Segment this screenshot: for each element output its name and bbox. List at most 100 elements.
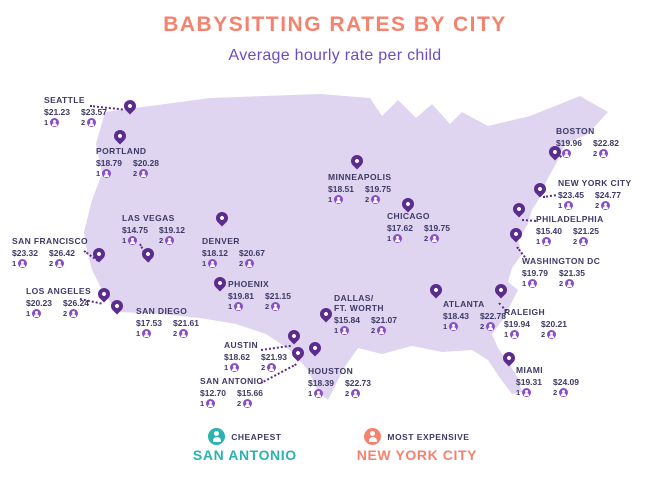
rate-two-children: $19.75 2 <box>424 223 450 243</box>
price-one-child: $18.12 <box>202 248 228 258</box>
child-icon <box>510 330 520 339</box>
rate-two-children: $15.66 2 <box>237 388 263 408</box>
legend: CHEAPEST SAN ANTONIO MOST EXPENSIVE NEW … <box>0 428 670 463</box>
count-row: 2 <box>49 259 75 268</box>
child-count: 1 <box>228 302 233 311</box>
count-row: 2 <box>480 322 506 331</box>
city-new-york-city: NEW YORK CITY $23.45 1 $24.77 2 <box>558 178 632 210</box>
city-name: CHICAGO <box>387 211 430 221</box>
count-row: 1 <box>136 329 162 338</box>
count-row: 1 <box>228 302 254 311</box>
child-icon <box>179 329 189 338</box>
count-row: 2 <box>573 237 599 246</box>
map-pin-icon <box>399 195 417 213</box>
rate-two-children: $20.21 2 <box>541 319 567 339</box>
price-two-children: $20.21 <box>541 319 567 329</box>
price-one-child: $18.51 <box>328 184 354 194</box>
city-dallas-ft-worth: DALLAS/ FT. WORTH $15.84 1 $21.07 2 <box>334 293 397 335</box>
price-one-child: $23.32 <box>12 248 38 258</box>
rate-one-child: $15.40 1 <box>536 226 562 246</box>
child-icon <box>565 279 575 288</box>
price-two-children: $22.73 <box>345 378 371 388</box>
city-name: RALEIGH <box>504 307 546 317</box>
rate-one-child: $17.53 1 <box>136 318 162 338</box>
city-rates: $14.75 1 $19.12 2 <box>122 225 185 245</box>
child-icon <box>245 259 255 268</box>
price-one-child: $20.23 <box>26 298 52 308</box>
rate-one-child: $19.96 1 <box>556 138 582 158</box>
legend-most-expensive-row: MOST EXPENSIVE <box>364 428 469 445</box>
rate-two-children: $21.15 2 <box>265 291 291 311</box>
city-atlanta: ATLANTA $18.43 1 $22.78 2 <box>443 299 506 331</box>
child-icon <box>142 329 152 338</box>
child-icon <box>208 259 218 268</box>
rate-two-children: $23.57 2 <box>81 107 107 127</box>
child-icon <box>547 330 557 339</box>
price-two-children: $24.77 <box>595 190 621 200</box>
count-row: 2 <box>159 236 185 245</box>
baby-icon-coral <box>364 428 382 445</box>
city-rates: $15.84 1 $21.07 2 <box>334 315 397 335</box>
price-two-children: $24.09 <box>553 377 579 387</box>
city-houston: HOUSTON $18.39 1 $22.73 2 <box>308 366 371 398</box>
price-two-children: $21.25 <box>573 226 599 236</box>
city-rates: $19.81 1 $21.15 2 <box>228 291 291 311</box>
child-count: 1 <box>536 237 541 246</box>
legend-cheapest-label: CHEAPEST <box>231 431 282 442</box>
child-icon <box>18 259 28 268</box>
price-two-children: $22.82 <box>593 138 619 148</box>
child-icon <box>334 195 344 204</box>
price-two-children: $26.24 <box>63 298 89 308</box>
count-row: 1 <box>328 195 354 204</box>
child-count: 1 <box>522 279 527 288</box>
map-pin-icon <box>348 152 366 170</box>
children-count: 2 <box>553 388 558 397</box>
rate-two-children: $21.35 2 <box>559 268 585 288</box>
city-name: LAS VEGAS <box>122 213 175 223</box>
rate-two-children: $19.12 2 <box>159 225 185 245</box>
child-count: 1 <box>96 169 101 178</box>
price-two-children: $26.42 <box>49 248 75 258</box>
map-pin-icon <box>510 200 528 218</box>
child-count: 1 <box>504 330 509 339</box>
rate-two-children: $21.93 2 <box>261 352 287 372</box>
child-icon <box>579 237 589 246</box>
rate-two-children: $21.25 2 <box>573 226 599 246</box>
children-count: 2 <box>480 322 485 331</box>
price-two-children: $20.67 <box>239 248 265 258</box>
children-count: 2 <box>559 279 564 288</box>
legend-cheapest: CHEAPEST SAN ANTONIO <box>193 428 297 463</box>
children-count: 2 <box>424 234 429 243</box>
connector-line <box>521 219 537 222</box>
price-one-child: $15.84 <box>334 315 360 325</box>
rate-two-children: $26.24 2 <box>63 298 89 318</box>
price-one-child: $18.43 <box>443 311 469 321</box>
children-count: 2 <box>265 302 270 311</box>
map-pin-icon <box>90 245 108 263</box>
price-one-child: $23.45 <box>558 190 584 200</box>
city-rates: $17.53 1 $21.61 2 <box>136 318 199 338</box>
children-count: 2 <box>159 236 164 245</box>
children-count: 2 <box>237 399 242 408</box>
price-one-child: $17.53 <box>136 318 162 328</box>
count-row: 1 <box>44 118 70 127</box>
city-san-francisco: SAN FRANCISCO $23.32 1 $26.42 2 <box>12 236 88 268</box>
rate-one-child: $19.31 1 <box>516 377 542 397</box>
rate-one-child: $18.12 1 <box>202 248 228 268</box>
city-name: PORTLAND <box>96 146 147 156</box>
count-row: 2 <box>424 234 450 243</box>
city-rates: $19.94 1 $20.21 2 <box>504 319 567 339</box>
rate-one-child: $23.45 1 <box>558 190 584 210</box>
child-icon <box>267 363 277 372</box>
child-icon <box>486 322 496 331</box>
children-count: 2 <box>573 237 578 246</box>
city-name: BOSTON <box>556 126 595 136</box>
map-pin-icon <box>285 327 303 345</box>
price-two-children: $21.15 <box>265 291 291 301</box>
count-row: 2 <box>133 169 159 178</box>
rate-one-child: $18.79 1 <box>96 158 122 178</box>
city-name: SEATTLE <box>44 95 85 105</box>
city-rates: $23.32 1 $26.42 2 <box>12 248 88 268</box>
rate-two-children: $21.61 2 <box>173 318 199 338</box>
price-two-children: $22.78 <box>480 311 506 321</box>
